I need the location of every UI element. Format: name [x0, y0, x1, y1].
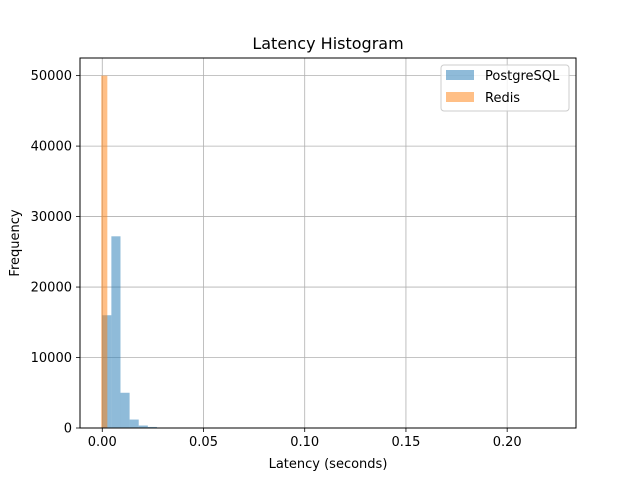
x-axis-ticks: 0.00 0.05 0.10 0.15 0.20 — [88, 428, 522, 450]
legend-label-postgresql: PostgreSQL — [485, 69, 560, 84]
histogram-bar-postgresql — [129, 419, 139, 428]
y-tick-label: 40000 — [31, 140, 72, 155]
x-tick-label: 0.15 — [391, 435, 420, 450]
histogram-bar-redis — [101, 75, 108, 428]
chart-title: Latency Histogram — [252, 34, 403, 53]
y-tick-label: 30000 — [31, 210, 72, 225]
y-tick-label: 10000 — [31, 351, 72, 366]
legend-label-redis: Redis — [485, 91, 520, 106]
x-tick-label: 0.20 — [493, 435, 522, 450]
y-tick-label: 0 — [64, 422, 72, 437]
y-tick-label: 50000 — [31, 69, 72, 84]
x-tick-label: 0.05 — [189, 435, 218, 450]
plot-frame — [79, 57, 577, 429]
y-tick-label: 20000 — [31, 281, 72, 296]
legend-swatch-postgresql — [446, 70, 474, 80]
legend: PostgreSQL Redis — [440, 64, 570, 112]
x-axis-label: Latency (seconds) — [269, 457, 388, 472]
y-axis-ticks: 0 10000 20000 30000 40000 50000 — [31, 69, 80, 437]
y-axis-label: Frequency — [8, 209, 23, 276]
histogram-bar-postgresql — [120, 392, 130, 428]
legend-swatch-redis — [446, 92, 474, 102]
histogram-bar-postgresql — [138, 425, 148, 428]
x-tick-label: 0.10 — [290, 435, 319, 450]
histogram-bar-postgresql — [111, 236, 121, 428]
histogram-bar-postgresql — [147, 426, 157, 428]
x-tick-label: 0.00 — [88, 435, 117, 450]
